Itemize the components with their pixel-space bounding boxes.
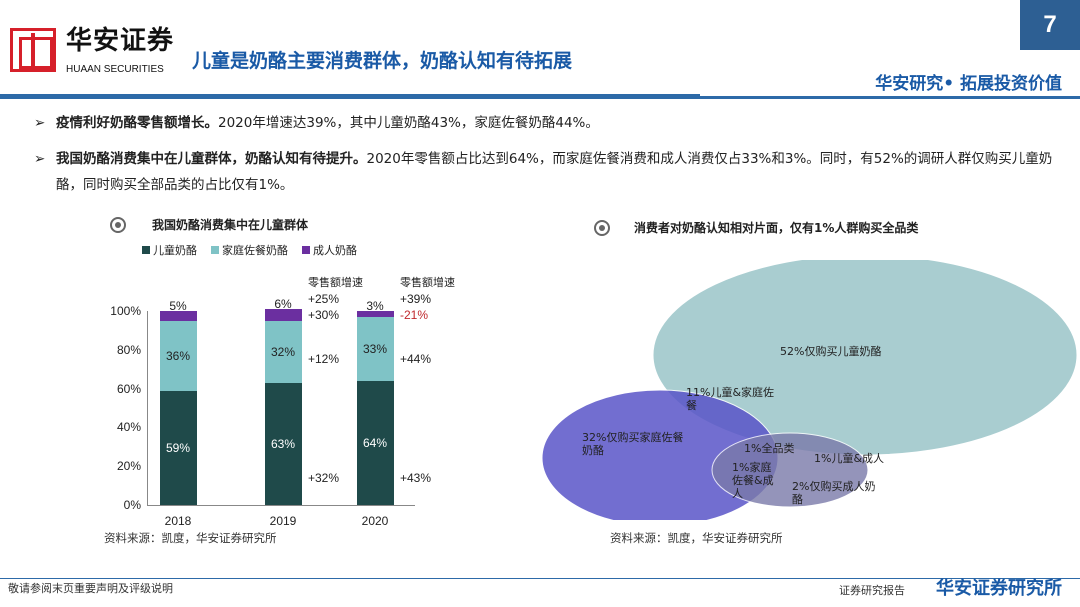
y-axis — [147, 311, 148, 505]
bar-segment — [264, 382, 302, 505]
bar-segment — [159, 390, 197, 505]
data-label: 59% — [165, 440, 191, 455]
bar-segment — [159, 320, 197, 391]
y-tick-label: 80% — [116, 342, 141, 357]
x-axis — [147, 505, 415, 506]
bar-segment — [264, 309, 302, 321]
y-tick-label: 40% — [116, 420, 141, 435]
bar-segment — [264, 320, 302, 383]
x-tick-label: 2018 — [164, 514, 192, 528]
footer-divider — [0, 578, 1080, 579]
data-label: 33% — [362, 341, 388, 356]
chart-source: 资料来源：凯度，华安证券研究所 — [104, 531, 277, 545]
chart-legend: 儿童奶酪 家庭佐餐奶酪 成人奶酪 — [142, 244, 357, 257]
page-number: 7 — [1020, 0, 1080, 50]
data-label: 64% — [362, 435, 388, 450]
bar-segment — [356, 380, 394, 505]
growth-total: +39% — [400, 292, 432, 306]
data-label: 5% — [169, 299, 187, 313]
y-tick-label: 60% — [116, 381, 141, 396]
slogan: 华安研究• 拓展投资价值 — [875, 74, 1062, 94]
data-label: 6% — [274, 297, 292, 312]
radio-bullet-icon — [110, 217, 126, 233]
venn-label: 1%家庭佐餐&成人 — [732, 461, 774, 500]
disclaimer-link[interactable]: 敬请参阅末页重要声明及评级说明 — [8, 582, 173, 595]
brand-name: 华安证券 — [66, 26, 175, 56]
venn-adult — [711, 432, 869, 508]
chart-title: 我国奶酪消费集中在儿童群体 — [152, 218, 309, 232]
growth-total: +25% — [308, 292, 340, 306]
growth-kids: +43% — [400, 471, 432, 485]
venn-label: 32%仅购买家庭佐餐奶酪 — [582, 431, 684, 457]
footer-report: 证券研究报告 — [839, 584, 905, 597]
y-tick-label: 100% — [110, 304, 141, 318]
footer-company: 华安证券研究所 — [936, 578, 1062, 599]
venn-title: 消费者对奶酪认知相对片面，仅有1%人群购买全品类 — [634, 221, 919, 235]
bullet-2: ➢ 我国奶酪消费集中在儿童群体，奶酪认知有待提升。2020年零售额占比达到64%，… — [34, 151, 1053, 193]
venn-source: 资料来源：凯度，华安证券研究所 — [610, 531, 783, 545]
y-tick-label: 0% — [123, 498, 141, 512]
venn-kids — [652, 260, 1078, 456]
data-label: 32% — [270, 344, 296, 359]
growth-kids: +32% — [308, 471, 340, 485]
growth-header: 零售额增速 — [400, 277, 455, 289]
growth-family: +44% — [400, 352, 432, 366]
venn-label: 1%儿童&成人 — [814, 452, 885, 465]
venn-label: 1%全品类 — [744, 442, 795, 455]
bullet-1: ➢ 疫情利好奶酪零售额增长。2020年增速达39%，其中儿童奶酪43%，家庭佐餐奶… — [34, 115, 599, 131]
legend-item: 家庭佐餐奶酪 — [211, 244, 288, 257]
radio-bullet-icon — [594, 220, 610, 236]
legend-item: 成人奶酪 — [302, 244, 357, 257]
data-label: 63% — [270, 436, 296, 451]
y-tick-label: 20% — [116, 459, 141, 474]
x-tick-label: 2019 — [269, 514, 297, 528]
bar-segment — [356, 311, 394, 317]
data-label: 3% — [366, 299, 384, 313]
growth-family: +12% — [308, 352, 340, 366]
header-divider — [0, 94, 700, 99]
venn-label: 2%仅购买成人奶酪 — [792, 480, 876, 506]
legend-item: 儿童奶酪 — [142, 244, 197, 257]
bar-segment — [159, 311, 197, 321]
page-title: 儿童是奶酪主要消费群体，奶酪认知有待拓展 — [192, 50, 573, 72]
header-divider — [700, 96, 1080, 99]
venn-label: 52%仅购买儿童奶酪 — [780, 345, 882, 358]
x-tick-label: 2020 — [361, 514, 389, 528]
growth-adult: -21% — [400, 308, 429, 322]
venn-label: 11%儿童&家庭佐餐 — [686, 386, 775, 412]
venn-diagram — [541, 260, 1078, 520]
brand-name-en: HUAAN SECURITIES — [66, 64, 164, 75]
growth-adult: +30% — [308, 308, 340, 322]
logo — [10, 28, 56, 72]
data-label: 36% — [165, 348, 191, 363]
bar-segment — [356, 316, 394, 381]
growth-header: 零售额增速 — [308, 277, 363, 289]
